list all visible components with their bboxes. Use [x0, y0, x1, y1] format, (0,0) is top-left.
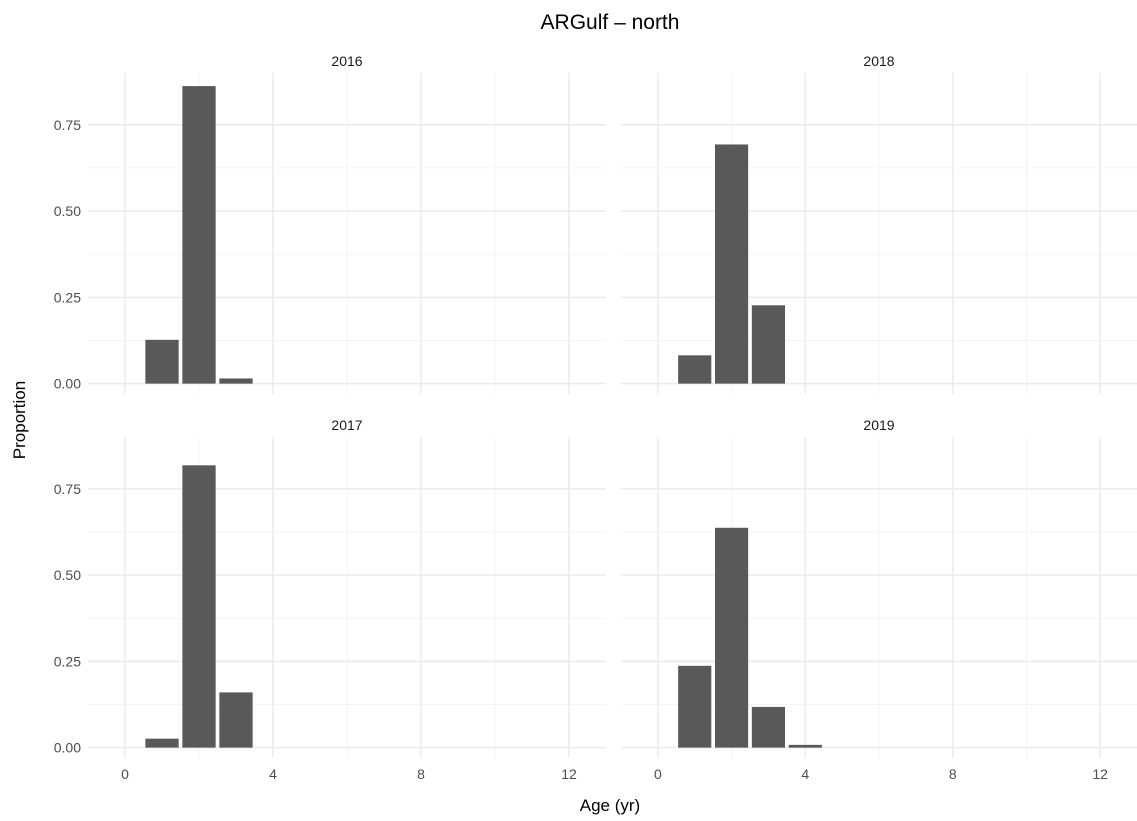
facet-label-2018: 2018 — [863, 53, 894, 69]
bar-age-3 — [219, 378, 253, 384]
y-tick-label: 0.75 — [54, 481, 81, 497]
y-tick-label: 0.25 — [54, 289, 81, 305]
bar-age-1 — [678, 355, 712, 384]
bar-age-3 — [219, 692, 253, 748]
facet-label-2017: 2017 — [331, 417, 362, 433]
bar-age-1 — [678, 665, 712, 748]
y-tick-label: 0.00 — [54, 376, 81, 392]
bar-age-2 — [182, 465, 216, 748]
bar-age-2 — [182, 86, 216, 384]
x-tick-label: 0 — [121, 766, 129, 782]
bar-age-1 — [145, 339, 179, 384]
bar-age-1 — [145, 738, 179, 748]
y-tick-label: 0.50 — [54, 203, 81, 219]
bar-age-3 — [751, 706, 786, 748]
x-tick-label: 8 — [949, 766, 957, 782]
y-tick-label: 0.75 — [54, 117, 81, 133]
x-tick-label: 8 — [417, 766, 425, 782]
bar-age-2 — [714, 527, 749, 748]
facet-label-2016: 2016 — [331, 53, 362, 69]
y-tick-label: 0.25 — [54, 653, 81, 669]
x-tick-label: 4 — [269, 766, 277, 782]
panel-2018: 2018 — [621, 53, 1137, 394]
panel-2016: 2016 0.00 0.25 0.50 0.75 — [54, 53, 606, 394]
x-tick-label: 0 — [654, 766, 662, 782]
panel-2017: 2017 0.00 0.25 0.50 0.75 0 4 8 12 — [54, 417, 606, 782]
facet-label-2019: 2019 — [863, 417, 894, 433]
bar-age-3 — [751, 305, 786, 384]
bar-age-2 — [714, 144, 749, 384]
chart-title: ARGulf – north — [541, 11, 680, 34]
bar-age-4 — [788, 744, 822, 748]
x-tick-label: 12 — [561, 766, 577, 782]
y-axis-title: Proportion — [10, 381, 29, 459]
x-axis-title: Age (yr) — [580, 796, 640, 815]
panel-2019: 2019 0 4 8 12 — [621, 417, 1137, 782]
panels-group: 2016 0.00 0.25 0.50 0.75 2018 2017 0.00 0.25 0.50… — [54, 53, 1137, 782]
y-tick-label: 0.50 — [54, 567, 81, 583]
x-tick-label: 4 — [801, 766, 809, 782]
x-tick-label: 12 — [1092, 766, 1108, 782]
y-tick-label: 0.00 — [54, 740, 81, 756]
